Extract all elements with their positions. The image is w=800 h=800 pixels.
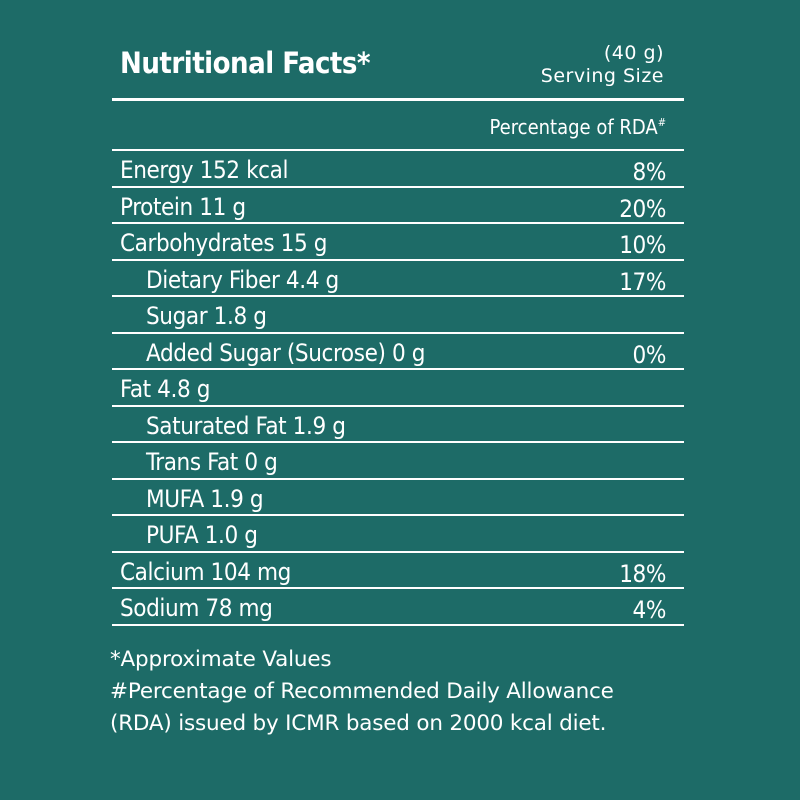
table-row: Sugar 1.8 g [112,297,684,334]
nutrient-rda-percent: 0% [632,340,667,369]
nutrient-name: Saturated Fat 1.9 g [146,411,346,440]
serving-amount: (40 g) [603,42,664,64]
rda-marker: # [657,116,666,129]
nutrient-name: Sodium 78 mg [120,594,273,622]
nutrient-table: Energy 152 kcal 8% Protein 11 g 20% Carbohyd… [112,151,684,626]
nutrient-rda-percent: 20% [619,194,666,223]
footnotes: *Approximate Values #Percentage of Recom… [110,644,614,740]
nutrient-rda-percent: 8% [632,158,667,186]
nutrient-rda-percent: 10% [619,231,666,259]
table-row: Dietary Fiber 4.4 g 17% [112,261,684,297]
nutrient-rda-percent: 4% [632,596,667,624]
nutrient-name: Added Sugar (Sucrose) 0 g [146,338,426,367]
nutrient-name: Dietary Fiber 4.4 g [146,265,339,294]
nutrient-name: Carbohydrates 15 g [120,229,328,257]
footnote-rda-definition: #Percentage of Recommended Daily Allowan… [110,679,614,704]
nutrition-facts-panel: Nutritional Facts* (40 g) Serving Size P… [112,40,684,626]
table-row: PUFA 1.0 g [112,516,684,553]
nutrient-name: Trans Fat 0 g [146,448,278,476]
nutrition-header: Nutritional Facts* (40 g) Serving Size [112,40,684,101]
nutrient-name: Sugar 1.8 g [146,302,267,330]
rda-column-header: Percentage of RDA# [490,115,666,139]
rda-header-row: Percentage of RDA# [112,101,684,151]
nutrient-name: Calcium 104 mg [120,557,291,586]
nutrient-name: Fat 4.8 g [120,375,211,403]
table-row: Added Sugar (Sucrose) 0 g 0% [112,334,684,370]
footnote-rda-source: (RDA) issued by ICMR based on 2000 kcal … [110,711,607,736]
table-row: Energy 152 kcal 8% [112,151,684,188]
table-row: Calcium 104 mg 18% [112,553,684,589]
serving-label: Serving Size [540,65,664,87]
nutrient-name: Energy 152 kcal [120,156,289,184]
table-row: MUFA 1.9 g [112,480,684,516]
table-row: Fat 4.8 g [112,370,684,407]
footnote-approximate: *Approximate Values [110,647,332,672]
table-row: Saturated Fat 1.9 g [112,407,684,443]
nutrient-name: PUFA 1.0 g [146,521,258,549]
table-row: Sodium 78 mg 4% [112,589,684,626]
table-row: Trans Fat 0 g [112,443,684,480]
nutrient-rda-percent: 17% [619,267,666,296]
serving-size: (40 g) Serving Size [541,42,664,88]
nutrient-name: MUFA 1.9 g [146,484,264,513]
nutrient-name: Protein 11 g [120,192,246,221]
table-row: Carbohydrates 15 g 10% [112,224,684,261]
rda-label-text: Percentage of RDA [489,115,658,139]
nutrient-rda-percent: 18% [619,559,666,588]
table-row: Protein 11 g 20% [112,188,684,224]
page-title: Nutritional Facts* [120,46,371,80]
